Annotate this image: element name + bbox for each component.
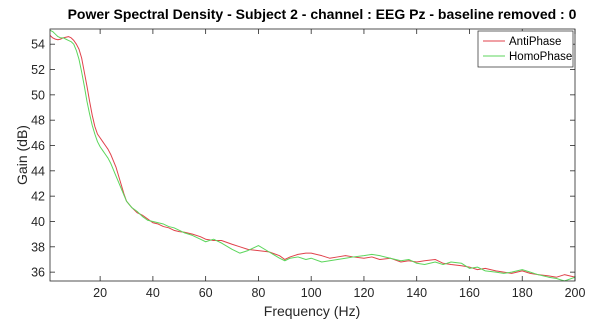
- plot-area: [50, 29, 575, 281]
- x-tick-label: 100: [301, 286, 322, 300]
- chart-title: Power Spectral Density - Subject 2 - cha…: [68, 6, 577, 22]
- x-axis-title: Frequency (Hz): [264, 303, 360, 319]
- x-tick-label: 20: [93, 286, 107, 300]
- series-layer: [50, 29, 575, 281]
- y-tick-label: 46: [31, 139, 45, 153]
- y-tick-label: 38: [31, 240, 45, 254]
- y-tick-label: 36: [31, 266, 45, 280]
- legend-label-antiphase: AntiPhase: [509, 36, 561, 48]
- x-tick-label: 160: [459, 286, 480, 300]
- y-tick-label: 48: [31, 114, 45, 128]
- y-tick-label: 52: [31, 63, 45, 77]
- axes-layer: 20 40 60 80 100 120 140 160 180 200 36 38 40 42 44 46 48…: [31, 28, 586, 300]
- legend: AntiPhase HomoPhase: [477, 30, 574, 68]
- x-tick-label: 120: [354, 286, 375, 300]
- x-tick-label: 80: [251, 286, 265, 300]
- y-tick-label: 50: [31, 88, 45, 102]
- legend-label-homophase: HomoPhase: [509, 51, 572, 63]
- x-tick-label: 200: [565, 286, 586, 300]
- y-axis-title: Gain (dB): [14, 125, 30, 185]
- x-tick-label: 140: [406, 286, 427, 300]
- series-line-homophase: [50, 29, 575, 281]
- series-line-antiphase: [50, 34, 575, 278]
- y-tick-label: 44: [31, 164, 45, 178]
- y-tick-label: 54: [31, 38, 45, 52]
- x-tick-label: 40: [146, 286, 160, 300]
- x-tick-label: 180: [512, 286, 533, 300]
- axes-box: [49, 28, 576, 282]
- y-tick-label: 42: [31, 190, 45, 204]
- y-tick-label: 40: [31, 215, 45, 229]
- x-tick-label: 60: [199, 286, 213, 300]
- legend-box: [477, 30, 574, 68]
